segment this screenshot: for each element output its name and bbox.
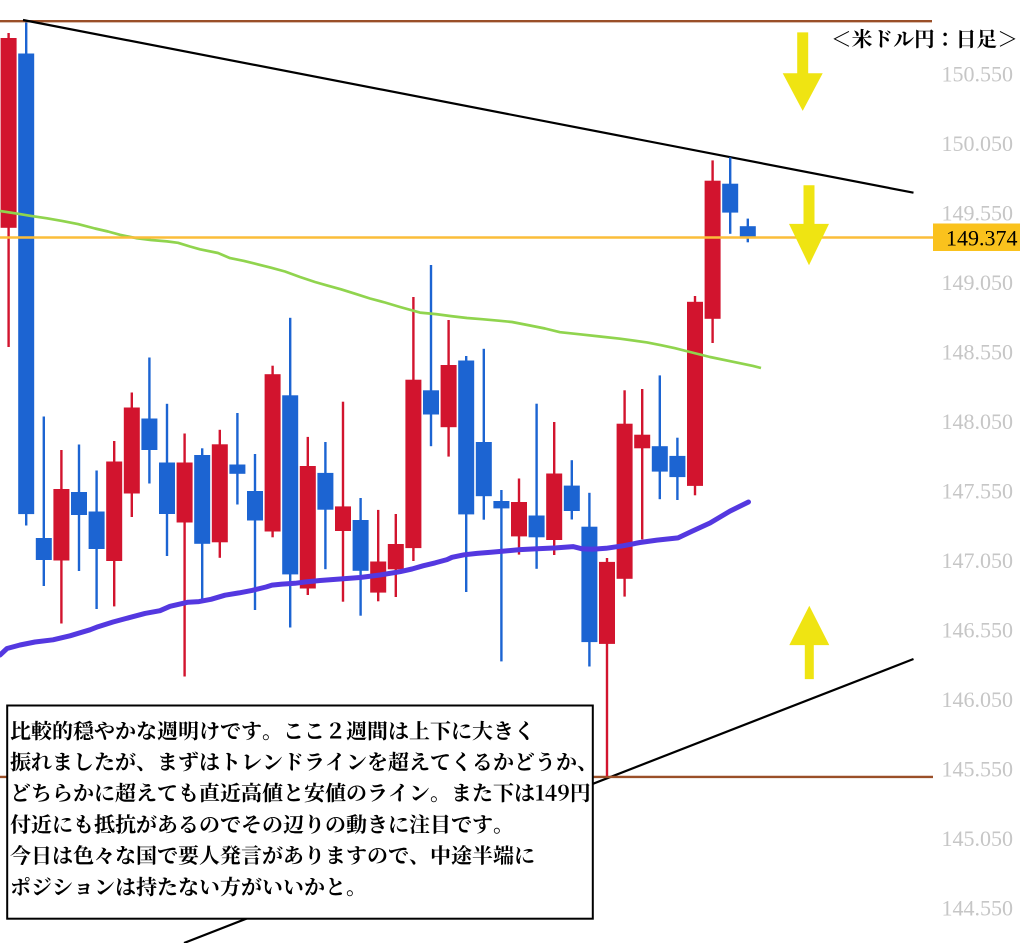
svg-text:147.550: 147.550 [942,479,1014,504]
svg-text:144.550: 144.550 [942,896,1014,921]
svg-text:148.550: 148.550 [942,340,1014,365]
svg-text:149.374: 149.374 [946,225,1018,250]
svg-text:146.550: 146.550 [942,618,1014,643]
svg-text:146.050: 146.050 [942,687,1014,712]
svg-text:149.050: 149.050 [942,270,1014,295]
svg-text:比較的穏やかな週明けです。ここ２週間は上下に大きく: 比較的穏やかな週明けです。ここ２週間は上下に大きく [10,715,535,745]
svg-text:150.050: 150.050 [942,131,1014,156]
svg-text:＜米ドル円：日足＞: ＜米ドル円：日足＞ [831,22,1018,52]
svg-text:どちらかに超えても直近高値と安値のライン。また下は149円: どちらかに超えても直近高値と安値のライン。また下は149円 [10,778,591,808]
svg-text:振れましたが、まずはトレンドラインを超えてくるかどうか、: 振れましたが、まずはトレンドラインを超えてくるかどうか、 [10,747,598,777]
svg-text:149.550: 149.550 [942,201,1014,226]
svg-text:145.550: 145.550 [942,757,1014,782]
svg-text:148.050: 148.050 [942,409,1014,434]
svg-text:145.050: 145.050 [942,826,1014,851]
svg-text:ポジションは持たない方がいいかと。: ポジションは持たない方がいいかと。 [10,871,367,901]
svg-text:今日は色々な国で要人発言がありますので、中途半端に: 今日は色々な国で要人発言がありますので、中途半端に [10,840,535,870]
svg-text:147.050: 147.050 [942,548,1014,573]
svg-text:付近にも抵抗があるのでその辺りの動きに注目です。: 付近にも抵抗があるのでその辺りの動きに注目です。 [10,809,514,839]
svg-text:150.550: 150.550 [942,62,1014,87]
